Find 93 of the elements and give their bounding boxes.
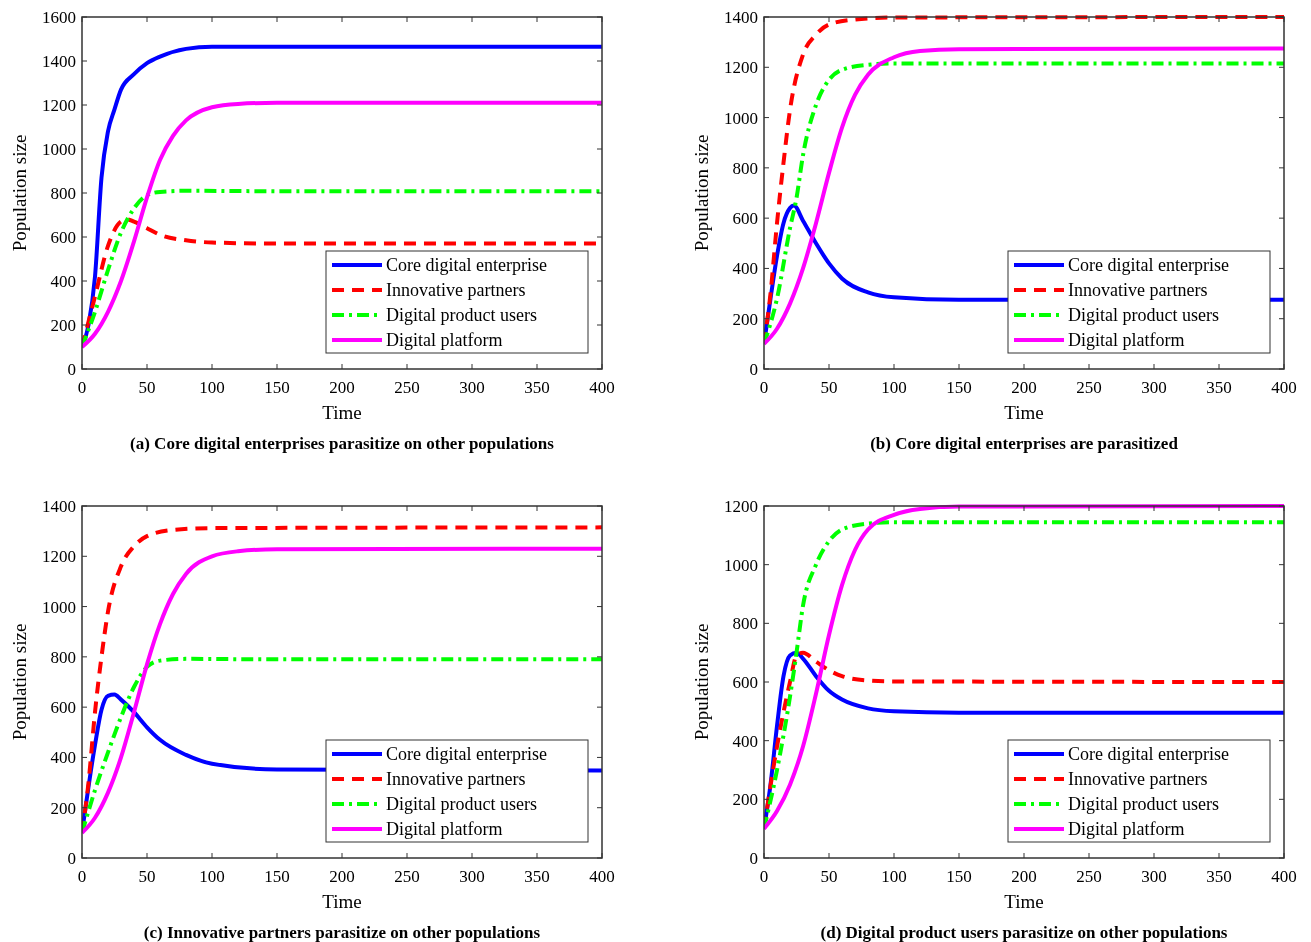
y-axis-title: Population size xyxy=(9,623,30,741)
text: (b) Core digital enterprises are parasitized xyxy=(870,434,1179,453)
x-tick-label: 200 xyxy=(329,378,355,397)
y-tick-label: 400 xyxy=(50,748,76,768)
x-tick-label: 250 xyxy=(394,867,420,886)
y-tick-label: 1400 xyxy=(42,51,76,71)
legend-label: Innovative partners xyxy=(1068,769,1208,790)
y-tick-label: 1000 xyxy=(42,597,76,617)
y-tick-label: 0 xyxy=(749,848,758,868)
x-tick-label: 350 xyxy=(524,867,550,886)
x-tick-label: 300 xyxy=(1141,378,1167,397)
x-tick-label: 250 xyxy=(1076,867,1102,886)
x-tick-label: 200 xyxy=(329,867,355,886)
legend-label: Digital product users xyxy=(386,305,537,326)
x-tick-label: 100 xyxy=(199,378,225,397)
legend-label: Digital platform xyxy=(1068,819,1185,840)
x-tick-label: 150 xyxy=(264,378,290,397)
legend-label: Digital platform xyxy=(386,330,503,351)
text: (a) Core digital enterprises parasitize on other populations xyxy=(130,434,555,453)
legend-label: Core digital enterprise xyxy=(1068,744,1229,765)
legend-label: Digital platform xyxy=(1068,330,1185,351)
x-tick-label: 50 xyxy=(820,378,838,397)
legend-label: Core digital enterprise xyxy=(1068,255,1229,276)
y-tick-label: 600 xyxy=(732,672,758,692)
y-tick-label: 1400 xyxy=(724,7,758,27)
x-tick-label: 100 xyxy=(199,867,225,886)
y-tick-label: 600 xyxy=(50,227,76,247)
legend-label: Innovative partners xyxy=(386,280,526,301)
y-tick-label: 400 xyxy=(732,731,758,751)
x-axis-title: Time xyxy=(322,402,362,423)
x-tick-label: 100 xyxy=(881,867,907,886)
legend-label: Innovative partners xyxy=(1068,280,1208,301)
legend-label: Core digital enterprise xyxy=(386,255,547,276)
y-axis-title: Population size xyxy=(691,623,712,741)
y-tick-label: 600 xyxy=(732,209,758,229)
x-tick-label: 150 xyxy=(946,867,972,886)
line-series xyxy=(82,100,602,349)
x-tick-label: 50 xyxy=(138,378,156,397)
y-tick-label: 800 xyxy=(50,647,76,667)
x-tick-label: 250 xyxy=(1076,378,1102,397)
x-tick-label: 150 xyxy=(264,867,290,886)
x-tick-label: 250 xyxy=(394,378,420,397)
y-tick-label: 1000 xyxy=(724,108,758,128)
y-tick-label: 200 xyxy=(50,798,76,818)
x-tick-label: 400 xyxy=(1271,867,1297,886)
x-tick-label: 300 xyxy=(1141,867,1167,886)
y-tick-label: 800 xyxy=(50,183,76,203)
x-axis-title: Time xyxy=(1004,402,1044,423)
x-tick-label: 300 xyxy=(459,378,485,397)
legend-label: Digital product users xyxy=(386,794,537,815)
x-axis-title: Time xyxy=(1004,891,1044,912)
y-tick-label: 200 xyxy=(50,315,76,335)
y-tick-label: 1000 xyxy=(42,139,76,159)
x-tick-label: 400 xyxy=(589,867,615,886)
y-tick-label: 0 xyxy=(67,359,76,379)
x-tick-label: 350 xyxy=(1206,867,1232,886)
x-tick-label: 200 xyxy=(1011,378,1037,397)
x-tick-label: 350 xyxy=(1206,378,1232,397)
y-tick-label: 0 xyxy=(749,359,758,379)
y-tick-label: 800 xyxy=(732,614,758,634)
y-tick-label: 200 xyxy=(732,309,758,329)
x-tick-label: 50 xyxy=(138,867,156,886)
legend-label: Digital product users xyxy=(1068,794,1219,815)
legend-label: Digital product users xyxy=(1068,305,1219,326)
text: (d) Digital product users parasitize on other populations xyxy=(820,923,1228,942)
y-tick-label: 600 xyxy=(50,698,76,718)
y-axis-title: Population size xyxy=(9,134,30,252)
legend-label: Core digital enterprise xyxy=(386,744,547,765)
x-tick-label: 350 xyxy=(524,378,550,397)
x-tick-label: 50 xyxy=(820,867,838,886)
x-axis-title: Time xyxy=(322,891,362,912)
y-tick-label: 1200 xyxy=(724,58,758,78)
y-axis-title: Population size xyxy=(691,134,712,252)
legend-label: Innovative partners xyxy=(386,769,526,790)
y-tick-label: 800 xyxy=(732,158,758,178)
y-tick-label: 0 xyxy=(67,848,76,868)
x-tick-label: 400 xyxy=(1271,378,1297,397)
x-tick-label: 150 xyxy=(946,378,972,397)
y-tick-label: 1200 xyxy=(724,496,758,516)
x-tick-label: 200 xyxy=(1011,867,1037,886)
legend-label: Digital platform xyxy=(386,819,503,840)
y-tick-label: 1600 xyxy=(42,7,76,27)
y-tick-label: 1000 xyxy=(724,555,758,575)
y-tick-label: 1200 xyxy=(42,547,76,567)
x-tick-label: 300 xyxy=(459,867,485,886)
text: (c) Innovative partners parasitize on other populations xyxy=(143,923,541,942)
x-tick-label: 100 xyxy=(881,378,907,397)
y-tick-label: 400 xyxy=(732,259,758,279)
y-tick-label: 200 xyxy=(732,790,758,810)
x-tick-label: 400 xyxy=(589,378,615,397)
y-tick-label: 1400 xyxy=(42,496,76,516)
y-tick-label: 1200 xyxy=(42,95,76,115)
y-tick-label: 400 xyxy=(50,271,76,291)
